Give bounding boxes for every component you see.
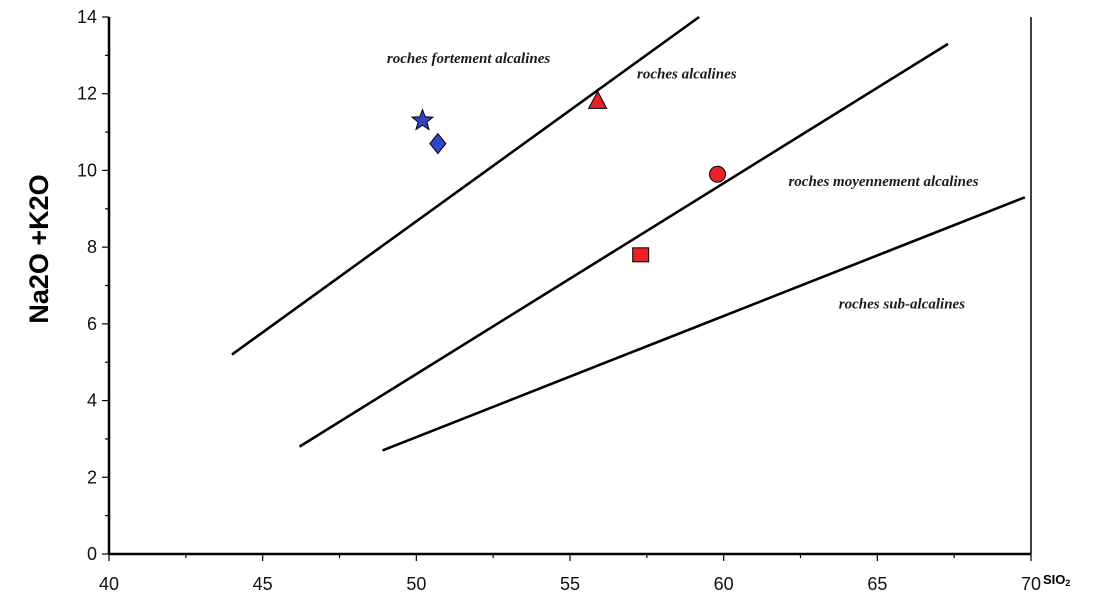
data-point-triangle bbox=[587, 90, 608, 109]
x-tick-label: 70 bbox=[1021, 574, 1041, 594]
boundary-line-2 bbox=[298, 42, 949, 448]
boundary-line-1 bbox=[231, 15, 700, 356]
region-label: roches moyennement alcalines bbox=[788, 174, 978, 190]
x-axis-ticks: 40 45 50 55 60 65 70 bbox=[99, 554, 1041, 594]
x-tick-label: 50 bbox=[406, 574, 426, 594]
region-labels: roches fortement alcalines roches alcalin… bbox=[387, 51, 979, 312]
y-tick-label: 2 bbox=[87, 467, 97, 487]
y-tick-label: 4 bbox=[87, 391, 97, 411]
y-axis-ticks: 0 2 4 6 8 10 12 14 bbox=[77, 7, 109, 564]
x-tick-label: 45 bbox=[253, 574, 273, 594]
data-point-star bbox=[410, 108, 435, 131]
x-tick-label: 55 bbox=[560, 574, 580, 594]
y-tick-label: 12 bbox=[77, 84, 97, 104]
x-tick-label: 60 bbox=[714, 574, 734, 594]
boundary-line-3 bbox=[382, 196, 1026, 452]
y-tick-label: 0 bbox=[87, 544, 97, 564]
y-tick-label: 8 bbox=[87, 237, 97, 257]
region-label: roches sub-alcalines bbox=[839, 297, 965, 313]
y-tick-label: 6 bbox=[87, 314, 97, 334]
sample-points bbox=[410, 90, 727, 263]
data-point-diamond bbox=[429, 132, 447, 155]
y-tick-label: 10 bbox=[77, 160, 97, 180]
x-tick-label: 40 bbox=[99, 574, 119, 594]
x-axis-title: SIO2 bbox=[1043, 572, 1070, 588]
data-point-square bbox=[632, 247, 650, 263]
region-label: roches alcalines bbox=[637, 66, 737, 82]
data-point-circle bbox=[709, 165, 727, 183]
y-axis-title: Na2O +K2O bbox=[24, 174, 54, 323]
x-tick-label: 65 bbox=[867, 574, 887, 594]
boundary-lines bbox=[231, 15, 1026, 452]
region-label: roches fortement alcalines bbox=[387, 51, 550, 67]
y-tick-label: 14 bbox=[77, 7, 97, 27]
